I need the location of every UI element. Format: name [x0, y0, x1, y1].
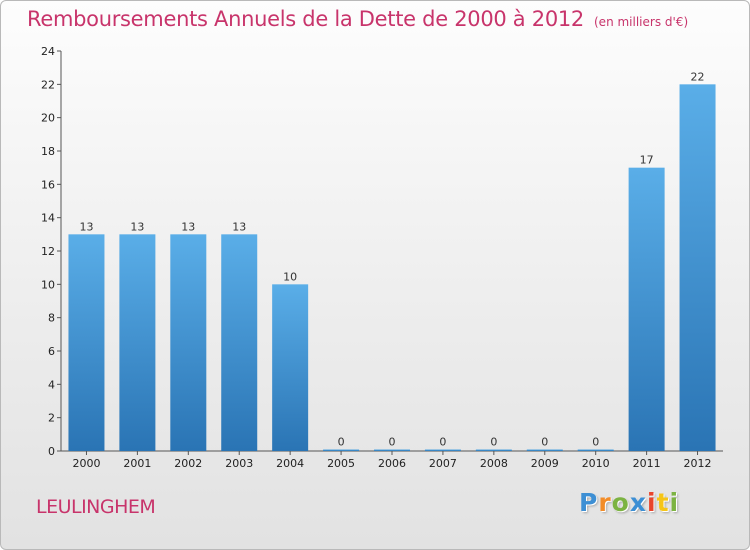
- value-label-2004: 10: [283, 270, 297, 283]
- x-tick-label: 2012: [684, 457, 712, 470]
- bar-2006: [374, 449, 410, 451]
- value-label-2006: 0: [389, 436, 396, 449]
- x-axis: 2000 2001 2002 2003 2004 2005 2006 2007 2008 2009…: [61, 450, 723, 470]
- y-tick-label: 12: [41, 245, 55, 258]
- bar-2011: [628, 167, 665, 451]
- logo-letter: i: [647, 488, 657, 517]
- bar-2002: [170, 234, 207, 451]
- value-label-2011: 17: [640, 154, 654, 167]
- chart-title: Remboursements Annuels de la Dette de 20…: [27, 7, 688, 31]
- logo-letter: o: [611, 488, 630, 517]
- y-tick-label: 6: [48, 345, 55, 358]
- chart-subtitle: (en milliers d'€): [594, 15, 689, 29]
- y-tick-label: 14: [41, 212, 55, 225]
- commune-name: LEULINGHEM: [36, 496, 156, 518]
- value-label-2010: 0: [592, 436, 599, 449]
- bar-2010: [577, 449, 614, 451]
- value-label-2002: 13: [181, 220, 195, 233]
- y-tick-label: 0: [48, 445, 55, 458]
- bar-2005: [323, 449, 360, 451]
- logo-letter: t: [656, 488, 670, 517]
- logo-letter: i: [669, 488, 680, 517]
- x-tick-label: 2006: [378, 457, 406, 470]
- x-tick-label: 2010: [582, 457, 610, 470]
- bar-2003: [221, 234, 258, 451]
- bar-2009: [526, 449, 563, 451]
- value-label-2000: 13: [79, 220, 93, 233]
- y-tick-label: 10: [41, 278, 55, 291]
- value-label-2007: 0: [439, 436, 446, 449]
- bar-2012: [679, 84, 716, 451]
- value-label-2012: 22: [691, 70, 705, 83]
- value-label-2009: 0: [541, 436, 548, 449]
- x-tick-label: 2000: [72, 457, 100, 470]
- x-tick-label: 2009: [531, 457, 559, 470]
- logo-letter: P: [579, 488, 599, 517]
- y-tick-label: 8: [48, 312, 55, 325]
- value-label-2005: 0: [338, 436, 345, 449]
- x-tick-label: 2007: [429, 457, 457, 470]
- bar-2008: [475, 449, 512, 451]
- proxiti-logo: Proxiti: [579, 488, 679, 517]
- logo-letter: r: [598, 488, 612, 517]
- x-tick-label: 2005: [327, 457, 355, 470]
- y-tick-label: 20: [41, 112, 55, 125]
- value-label-2008: 0: [490, 436, 497, 449]
- value-label-2001: 13: [130, 220, 144, 233]
- logo-letter: x: [629, 488, 647, 517]
- y-tick-label: 24: [41, 45, 55, 58]
- x-tick-label: 2002: [174, 457, 202, 470]
- bar-2007: [424, 449, 461, 451]
- bars: [68, 84, 716, 451]
- y-tick-label: 18: [41, 145, 55, 158]
- y-tick-label: 16: [41, 178, 55, 191]
- value-label-2003: 13: [232, 220, 246, 233]
- y-tick-label: 2: [48, 412, 55, 425]
- bar-2001: [119, 234, 156, 451]
- y-tick-label: 22: [41, 78, 55, 91]
- bar-2000: [68, 234, 105, 451]
- chart-title-text: Remboursements Annuels de la Dette de 20…: [27, 7, 584, 31]
- x-tick-label: 2001: [123, 457, 151, 470]
- value-labels: 13 13 13 13 10 0 0 0 0 0 0 17 22: [79, 70, 704, 448]
- bar-2004: [272, 284, 309, 451]
- y-tick-label: 4: [48, 378, 55, 391]
- x-tick-label: 2011: [633, 457, 661, 470]
- x-tick-label: 2004: [276, 457, 304, 470]
- x-tick-label: 2003: [225, 457, 253, 470]
- x-tick-label: 2008: [480, 457, 508, 470]
